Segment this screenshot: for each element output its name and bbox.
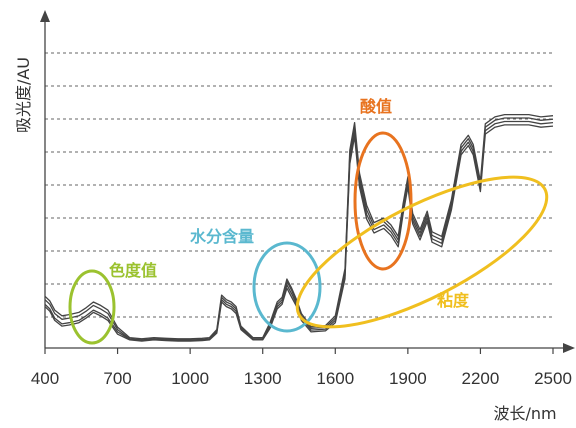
- x-tick-label: 2200: [462, 369, 500, 388]
- x-tick-label: 1600: [316, 369, 354, 388]
- x-tick-group: 400 700 1000 1300 1600 1900 2200 2500: [31, 348, 572, 388]
- x-tick-label: 1900: [389, 369, 427, 388]
- acid-value-label: 酸值: [360, 97, 392, 116]
- viscosity-ellipse: [295, 175, 549, 329]
- color-value-label: 色度值: [109, 261, 157, 280]
- spectrum-series-group: [44, 113, 554, 342]
- x-tick-label: 700: [103, 369, 131, 388]
- moisture-content-ellipse: [252, 241, 322, 333]
- x-tick-label: 1000: [171, 369, 209, 388]
- x-axis-title: 波长/nm: [493, 404, 556, 423]
- x-axis-arrow: [563, 343, 575, 353]
- x-tick-label: 400: [31, 369, 59, 388]
- spectrum-line-4: [44, 113, 554, 340]
- color-value-ellipse: [68, 269, 116, 345]
- y-axis-arrow: [40, 10, 50, 22]
- x-tick-label: 1300: [244, 369, 282, 388]
- moisture-content-label: 水分含量: [190, 227, 254, 246]
- y-axis-title: 吸光度/AU: [14, 57, 33, 133]
- x-tick-label: 2500: [534, 369, 572, 388]
- gridlines: [45, 52, 553, 318]
- acid-value-ellipse: [353, 131, 413, 271]
- viscosity-label: 粘度: [437, 291, 470, 310]
